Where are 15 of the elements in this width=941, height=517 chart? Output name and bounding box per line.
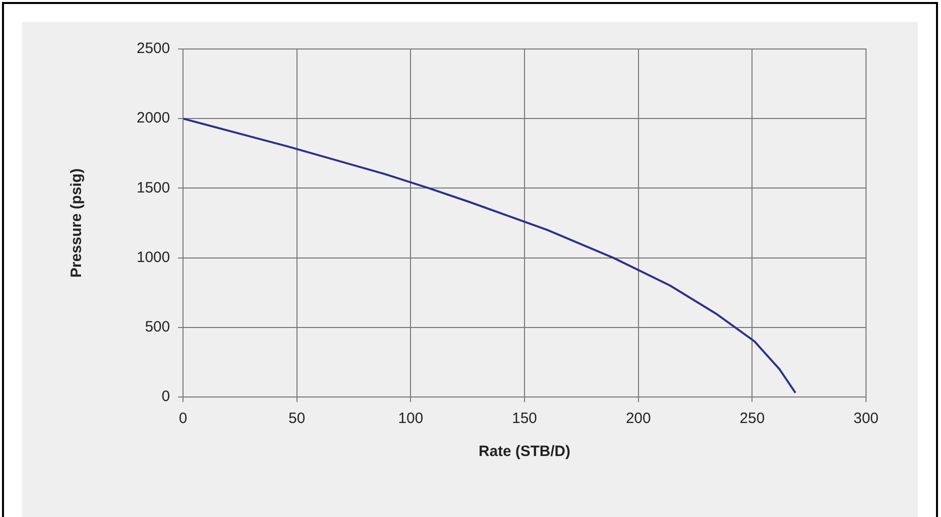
x-tick-label: 200 — [626, 410, 651, 428]
y-tick-label: 1500 — [136, 179, 170, 196]
y-axis-title: Pressure (psig) — [68, 168, 86, 278]
x-tick-label: 0 — [178, 410, 188, 428]
y-tick-label: 500 — [144, 318, 170, 336]
x-tick-label: 300 — [853, 410, 879, 428]
x-axis-title: Rate (STB/D) — [478, 443, 570, 460]
y-tick-label: 2500 — [136, 40, 170, 58]
y-tick-label: 2000 — [136, 110, 170, 127]
y-tick-label: 0 — [162, 388, 170, 406]
x-tick-label: 150 — [512, 410, 538, 428]
x-tick-label: 250 — [740, 410, 765, 428]
y-tick-label: 1000 — [136, 248, 170, 266]
x-tick-label: 50 — [288, 410, 306, 428]
x-tick-label: 100 — [398, 410, 424, 428]
